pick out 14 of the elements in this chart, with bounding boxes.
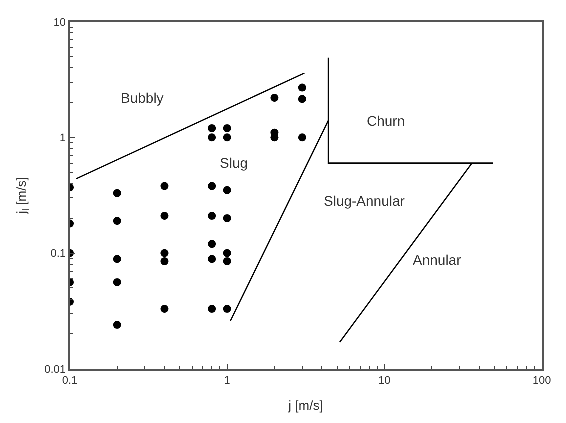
y-tick-label: 0.01 — [44, 364, 66, 376]
y-tick-label: 1 — [60, 132, 66, 145]
x-tick-label: 1 — [224, 374, 230, 387]
annotation: Slug — [220, 155, 248, 171]
y-tick-label: 10 — [54, 16, 66, 29]
x-axis-title: j [m/s] — [288, 398, 324, 414]
annotation: Churn — [367, 113, 406, 129]
y-tick-label: 0.1 — [50, 248, 66, 260]
annotation: Slug-Annular — [324, 193, 406, 209]
annotation: Bubbly — [121, 90, 164, 106]
x-tick-label: 0.1 — [62, 374, 78, 387]
x-tick-label: 10 — [378, 374, 391, 387]
annotation: Annular — [413, 252, 462, 268]
x-tick-label: 100 — [532, 374, 552, 387]
